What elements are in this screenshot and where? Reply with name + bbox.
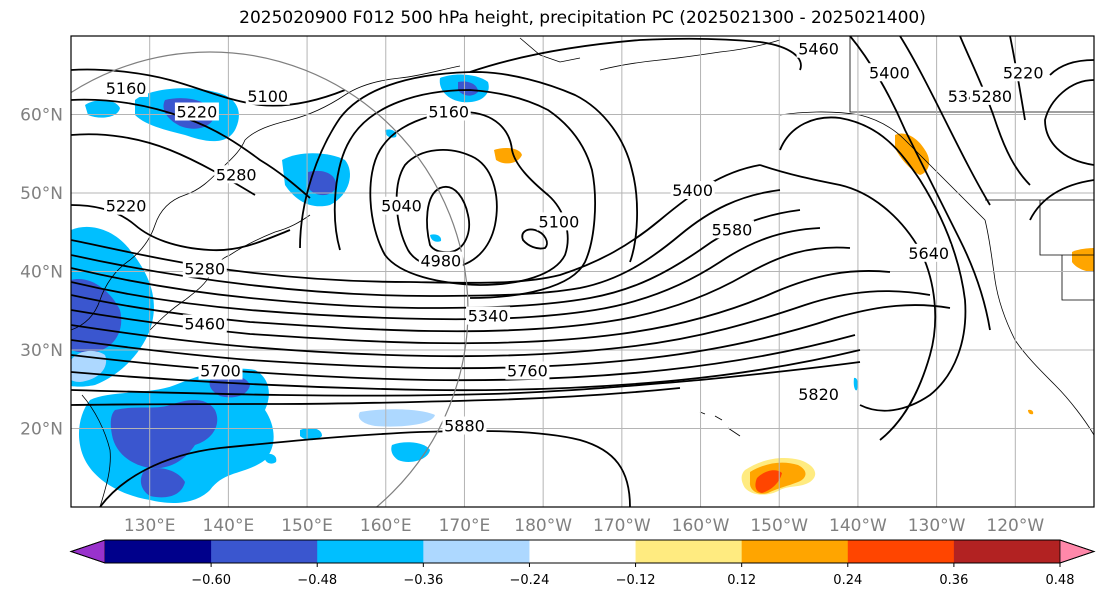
contour-label: 5100 [247,87,288,106]
colorbar-segment [211,540,318,563]
contour-label-background [796,385,841,404]
contour-label: 4980 [420,252,461,271]
contour-label: 5340 [468,307,509,326]
colorbar-tick-label: 0.24 [833,573,862,588]
colorbar-tick-label: −0.24 [510,573,550,588]
contour-label: 5460 [184,314,225,333]
contour-label-background [182,259,227,278]
lat-tick-label: 40°N [20,263,63,283]
lon-tick-label: 130°E [124,516,176,536]
contour-label-background [466,306,511,325]
contour-label-background [379,196,424,215]
colorbar-tick-label: 0.48 [1046,573,1075,588]
colorbar: −0.60 −0.48 −0.36 −0.24 −0.12 0.12 0.24 0.36 0.4… [69,539,1096,588]
colorbar-tick-label: 0.36 [939,573,968,588]
lat-tick-label: 50°N [20,184,63,204]
contour-label: 5220 [106,197,147,216]
lon-tick-label: 150°W [750,516,808,536]
contour-label: 5760 [507,362,548,381]
contour-label-background [442,416,487,435]
contour-label-background [536,212,581,231]
contour-label: 5160 [106,79,147,98]
colorbar-tick-label: −0.48 [297,573,337,588]
contour-label: 5640 [908,244,949,263]
contour-label-background [670,181,715,199]
contour-label-background [969,86,1014,105]
lon-tick-label: 140°W [829,516,887,536]
contour-label: 5220 [1003,63,1044,82]
contour-label-background [906,243,951,262]
contour-labels: 5160 5100 5220 5160 5280 5220 5040 4980 5100 5400… [104,39,1046,436]
lat-tick-label: 20°N [20,420,63,440]
lon-tick-label: 170°E [439,516,491,536]
contour-label: 5160 [428,103,469,122]
contour-label-background [214,165,259,184]
contour-label: 5040 [381,197,422,216]
contour-label-background [198,361,243,380]
colorbar-segment [953,540,1061,563]
colorbar-segment [105,540,212,563]
contour-label-background [418,251,463,270]
contour-label-background [104,78,149,97]
contour-label-background [1001,63,1046,82]
colorbar-segment [317,540,424,563]
lon-tick-label: 160°E [360,516,412,536]
lon-tick-label: 130°W [908,516,966,536]
contour-label-background [796,39,841,58]
lat-tick-label: 30°N [20,341,63,361]
lon-tick-label: 170°W [593,516,651,536]
contour-label: 5700 [200,362,241,381]
page-title: 2025020900 F012 500 hPa height, precipit… [239,8,926,28]
contour-label: 5820 [798,385,839,404]
colorbar-outline [69,539,1096,564]
colorbar-segment [847,540,955,563]
contour-label: 5400 [869,63,910,82]
contour-label: 5100 [539,212,580,231]
colorbar-segment [529,540,637,563]
map-frame [70,35,1095,508]
contour-label-background [867,63,912,82]
contour-label: 5280 [216,165,257,184]
contour-label: 5220 [177,103,218,122]
contour-label-background [426,102,471,121]
colorbar-under-triangle [69,539,106,564]
lon-tick-label: 160°W [672,516,730,536]
lon-tick-label: 120°W [986,516,1044,536]
longitude-labels: 130°E 140°E 150°E 160°E 170°E 180°W 170°W 160°W… [124,516,1045,536]
colorbar-segment [423,540,530,563]
contour-label: 5400 [672,181,713,200]
contour-label-background [505,361,550,380]
contour-label-background [104,196,149,215]
colorbar-segment [635,540,743,563]
lon-tick-label: 180°W [514,516,572,536]
contour-label: 5280 [184,260,225,279]
colorbar-tick-label: −0.60 [191,573,231,588]
lon-tick-label: 150°E [281,516,333,536]
colorbar-over-triangle [1059,539,1096,564]
contour-label-background [245,86,290,105]
lat-tick-label: 60°N [20,106,63,126]
contour-label: 5280 [971,87,1012,106]
colorbar-tick-label: 0.12 [727,573,756,588]
colorbar-tick-label: −0.36 [403,573,443,588]
colorbar-segment [741,540,849,563]
contour-label: 5580 [712,220,753,239]
colorbar-tick-label: −0.12 [616,573,656,588]
contour-label-background [182,314,227,333]
contour-label: 5880 [444,417,485,436]
contour-label: 5460 [798,40,839,59]
lon-tick-label: 140°E [203,516,255,536]
contour-label-background [710,220,755,239]
latitude-labels: 60°N 50°N 40°N 30°N 20°N [20,106,63,440]
contour-label-background [174,102,219,121]
